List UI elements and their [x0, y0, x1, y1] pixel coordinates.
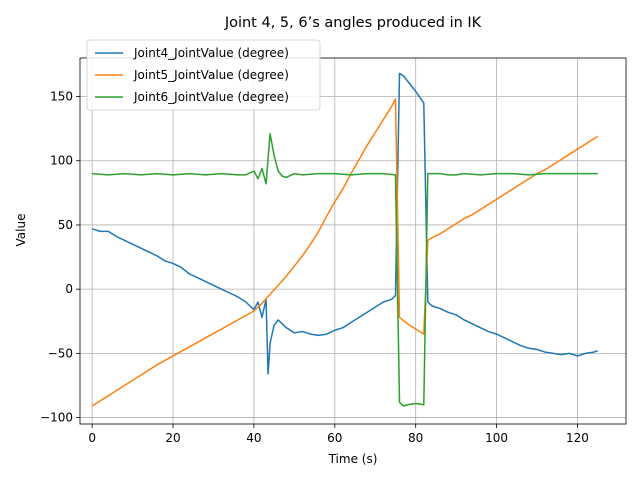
x-tick-label: 40: [246, 431, 261, 445]
legend-label-joint6: Joint6_JointValue (degree): [133, 90, 289, 104]
legend-box: [86, 39, 321, 111]
x-tick-label: 60: [327, 431, 342, 445]
x-axis-label: Time (s): [328, 452, 378, 466]
joint5-line: [91, 98, 599, 407]
x-axis-ticks: 0 20 40 60 80 100 120: [88, 424, 589, 445]
legend-label-joint5: Joint5_JointValue (degree): [133, 68, 289, 82]
x-tick-label: 20: [165, 431, 180, 445]
axes-frame: [79, 57, 627, 425]
chart-title: Joint 4, 5, 6’s angles produced in IK: [224, 15, 482, 31]
x-tick-label: 0: [88, 431, 96, 445]
y-tick-label: 50: [58, 218, 73, 232]
joint4-line: [91, 72, 598, 375]
y-tick-label: −50: [48, 346, 73, 360]
legend-label-joint4: Joint4_JointValue (degree): [133, 46, 289, 60]
y-tick-label: 100: [50, 154, 73, 168]
y-tick-label: −100: [40, 411, 73, 425]
grid: [80, 58, 626, 424]
legend: Joint4_JointValue (degree) Joint5_JointV…: [86, 39, 321, 111]
y-tick-label: 150: [50, 90, 73, 104]
x-tick-label: 80: [408, 431, 423, 445]
y-axis-ticks: −100 −50 0 50 100 150: [40, 90, 80, 425]
x-tick-label: 100: [485, 431, 508, 445]
y-axis-label: Value: [14, 214, 28, 247]
y-tick-label: 0: [65, 282, 73, 296]
joint6-line: [92, 133, 598, 407]
x-tick-label: 120: [566, 431, 589, 445]
plot-lines: [91, 72, 599, 407]
